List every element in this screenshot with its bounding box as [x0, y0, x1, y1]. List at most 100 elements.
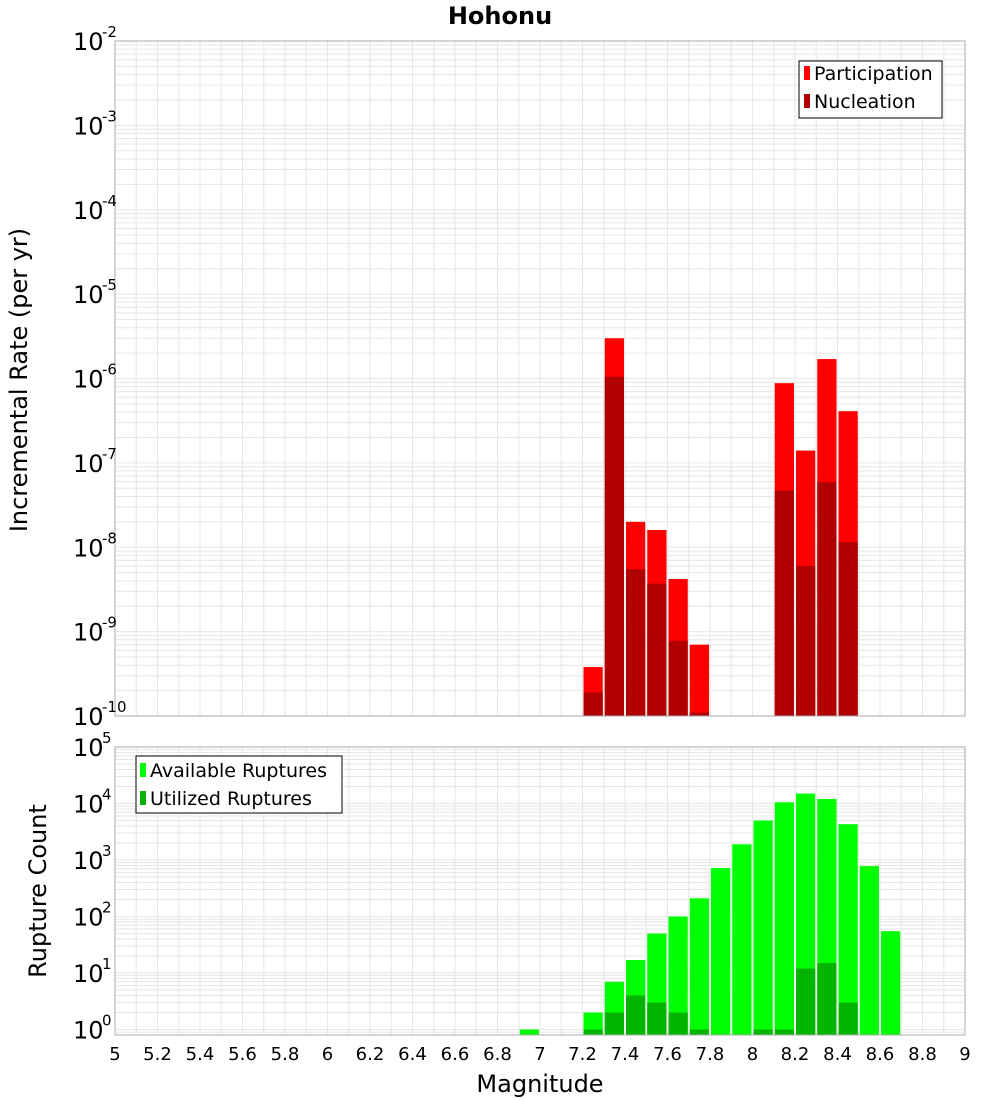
rate-bar-nucleation — [796, 565, 816, 716]
rate-bar-nucleation — [774, 490, 794, 716]
rate-y-tick-base: 10 — [73, 703, 104, 731]
count-bar-available — [859, 866, 879, 1035]
count-bar-utilized — [604, 1012, 624, 1035]
rate-y-tick: 10-5 — [73, 276, 117, 309]
rate-y-tick-exponent: -6 — [102, 361, 117, 379]
rate-y-tick-exponent: -4 — [102, 192, 117, 210]
count-y-tick-base: 10 — [73, 1017, 104, 1045]
rate-y-tick-exponent: -2 — [102, 23, 117, 41]
rate-y-tick: 10-9 — [73, 614, 117, 647]
count-bar-available — [881, 931, 901, 1035]
count-y-tick: 102 — [73, 899, 112, 932]
x-tick-label: 7.2 — [568, 1044, 597, 1065]
y-axis-label-rate: Incremental Rate (per yr) — [5, 228, 33, 532]
rate-y-tick-exponent: -3 — [102, 107, 117, 125]
rate-y-tick-exponent: -10 — [102, 698, 127, 716]
x-tick-label: 8.6 — [866, 1044, 895, 1065]
count-bar-available — [583, 1012, 603, 1035]
x-tick-label: 5 — [109, 1044, 120, 1065]
x-tick-label: 7.8 — [696, 1044, 725, 1065]
x-tick-label: 6.4 — [398, 1044, 427, 1065]
x-tick-label: 6 — [322, 1044, 333, 1065]
x-tick-label: 6.6 — [441, 1044, 470, 1065]
x-tick-label: 8.4 — [823, 1044, 852, 1065]
rate-y-tick-base: 10 — [73, 281, 104, 309]
rate-y-tick: 10-8 — [73, 529, 117, 562]
rate-bar-nucleation — [583, 692, 603, 716]
count-bar-utilized — [838, 1002, 858, 1035]
rate-bar-nucleation — [668, 640, 688, 716]
rate-y-tick-base: 10 — [73, 112, 104, 140]
rate-legend-frame — [798, 60, 943, 119]
count-bar-utilized — [796, 968, 816, 1035]
rate-y-tick-base: 10 — [73, 534, 104, 562]
rate-y-tick: 10-2 — [73, 23, 117, 56]
count-y-tick-exponent: 0 — [102, 1012, 112, 1030]
count-bar-utilized — [583, 1029, 603, 1035]
rate-y-tick-exponent: -9 — [102, 614, 117, 632]
count-bar-available — [774, 802, 794, 1035]
rate-legend: Participation Nucleation — [798, 60, 943, 119]
count-y-tick-base: 10 — [73, 904, 104, 932]
count-bar-available — [711, 868, 731, 1035]
rate-y-tick-exponent: -5 — [102, 276, 117, 294]
rate-bar-participation — [689, 644, 709, 716]
count-bar-utilized — [753, 1029, 773, 1035]
count-y-tick-exponent: 5 — [102, 729, 112, 747]
count-y-tick: 100 — [73, 1012, 112, 1045]
count-y-tick: 101 — [73, 955, 112, 988]
count-y-tick-base: 10 — [73, 734, 104, 762]
count-bar-available — [519, 1029, 539, 1035]
rate-y-tick-base: 10 — [73, 197, 104, 225]
rate-bar-nucleation — [604, 376, 624, 716]
count-y-tick-exponent: 3 — [102, 842, 112, 860]
x-tick-label: 7.6 — [653, 1044, 682, 1065]
count-y-tick: 104 — [73, 786, 112, 819]
count-bar-available — [689, 898, 709, 1035]
count-bar-utilized — [817, 963, 837, 1035]
x-tick-label: 5.2 — [143, 1044, 172, 1065]
rate-y-tick: 10-10 — [73, 698, 127, 731]
x-axis-label: Magnitude — [476, 1070, 603, 1098]
rate-y-tick-base: 10 — [73, 28, 104, 56]
x-tick-label: 8.2 — [781, 1044, 810, 1065]
rate-y-tick-base: 10 — [73, 619, 104, 647]
y-axis-label-count: Rupture Count — [24, 804, 52, 978]
count-y-tick-exponent: 2 — [102, 899, 112, 917]
count-legend: Available Ruptures Utilized Ruptures — [135, 755, 343, 814]
count-y-tick: 103 — [73, 842, 112, 875]
x-tick-label: 6.8 — [483, 1044, 512, 1065]
count-bar-available — [753, 820, 773, 1035]
rate-y-tick-exponent: -7 — [102, 445, 117, 463]
x-tick-label: 5.4 — [186, 1044, 215, 1065]
count-bar-utilized — [774, 1029, 794, 1035]
x-tick-label: 6.2 — [356, 1044, 385, 1065]
count-y-tick-exponent: 4 — [102, 786, 112, 804]
nucleation-legend-swatch — [804, 94, 810, 108]
rate-bar-nucleation — [838, 542, 858, 716]
x-tick-label: 8.8 — [908, 1044, 937, 1065]
rate-y-tick-exponent: -8 — [102, 529, 117, 547]
x-tick-label: 8 — [747, 1044, 758, 1065]
count-bar-utilized — [668, 1012, 688, 1035]
utilized-legend-label: Utilized Ruptures — [150, 788, 312, 810]
available-legend-label: Available Ruptures — [150, 760, 327, 782]
rate-y-tick: 10-3 — [73, 107, 117, 140]
rate-bar-nucleation — [817, 482, 837, 716]
rate-bar-nucleation — [626, 569, 646, 716]
participation-legend-label: Participation — [814, 63, 933, 85]
rate-bar-nucleation — [647, 583, 667, 716]
rate-y-tick: 10-6 — [73, 361, 117, 394]
rate-plot-frame — [114, 40, 966, 717]
available-legend-swatch — [140, 763, 146, 777]
x-tick-label: 5.6 — [228, 1044, 257, 1065]
rate-y-tick: 10-7 — [73, 445, 117, 478]
x-tick-label: 5.8 — [271, 1044, 300, 1065]
count-y-tick-base: 10 — [73, 960, 104, 988]
count-bar-available — [838, 824, 858, 1035]
x-tick-label: 7 — [534, 1044, 545, 1065]
count-y-tick-base: 10 — [73, 847, 104, 875]
x-tick-label: 9 — [959, 1044, 970, 1065]
